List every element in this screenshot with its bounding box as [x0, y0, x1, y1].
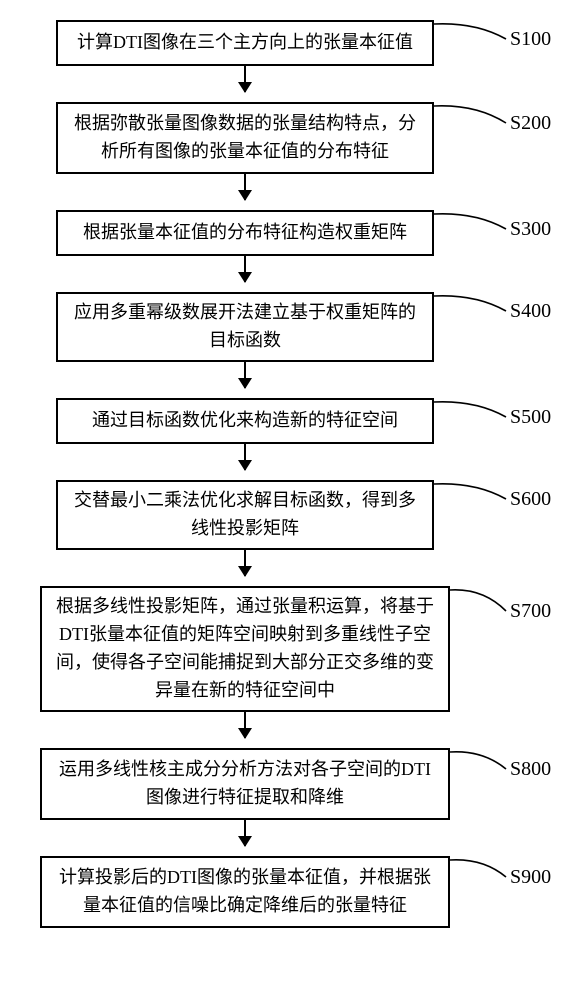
step-label-s700: S700 [510, 600, 551, 623]
arrow-s600-s700 [244, 550, 246, 576]
connector-s700 [450, 584, 510, 623]
connector-s600 [434, 478, 510, 511]
flow-node-text-s300: 根据张量本征值的分布特征构造权重矩阵 [68, 219, 422, 247]
connector-s900 [450, 854, 510, 889]
connector-s300 [434, 208, 510, 241]
connector-s100 [434, 18, 510, 51]
arrow-s500-s600 [244, 444, 246, 470]
step-label-s900: S900 [510, 866, 551, 889]
flowchart-container: 计算DTI图像在三个主方向上的张量本征值 S100 根据弥散张量图像数据的张量结构特… [0, 0, 584, 1000]
flow-node-text-s400: 应用多重幂级数展开法建立基于权重矩阵的目标函数 [68, 299, 422, 355]
flow-node-text-s100: 计算DTI图像在三个主方向上的张量本征值 [68, 29, 422, 57]
step-label-s600: S600 [510, 488, 551, 511]
step-label-s300: S300 [510, 218, 551, 241]
step-label-s500: S500 [510, 406, 551, 429]
flow-node-text-s200: 根据弥散张量图像数据的张量结构特点，分析所有图像的张量本征值的分布特征 [68, 110, 422, 166]
flow-node-text-s500: 通过目标函数优化来构造新的特征空间 [68, 407, 422, 435]
arrow-s800-s900 [244, 820, 246, 846]
arrow-s200-s300 [244, 174, 246, 200]
arrow-s100-s200 [244, 66, 246, 92]
flow-node-s400: 应用多重幂级数展开法建立基于权重矩阵的目标函数 [56, 292, 434, 362]
connector-s400 [434, 290, 510, 323]
connector-s200 [434, 100, 510, 135]
step-label-s400: S400 [510, 300, 551, 323]
flow-node-s600: 交替最小二乘法优化求解目标函数，得到多线性投影矩阵 [56, 480, 434, 550]
connector-s800 [450, 746, 510, 781]
flow-node-text-s700: 根据多线性投影矩阵，通过张量积运算，将基于DTI张量本征值的矩阵空间映射到多重线… [52, 593, 438, 705]
arrow-s400-s500 [244, 362, 246, 388]
step-label-s100: S100 [510, 28, 551, 51]
arrow-s300-s400 [244, 256, 246, 282]
flow-node-text-s800: 运用多线性核主成分分析方法对各子空间的DTI图像进行特征提取和降维 [52, 756, 438, 812]
flow-node-s900: 计算投影后的DTI图像的张量本征值，并根据张量本征值的信噪比确定降维后的张量特征 [40, 856, 450, 928]
flow-node-s700: 根据多线性投影矩阵，通过张量积运算，将基于DTI张量本征值的矩阵空间映射到多重线… [40, 586, 450, 712]
step-label-s200: S200 [510, 112, 551, 135]
arrow-s700-s800 [244, 712, 246, 738]
flow-node-s800: 运用多线性核主成分分析方法对各子空间的DTI图像进行特征提取和降维 [40, 748, 450, 820]
flow-node-s200: 根据弥散张量图像数据的张量结构特点，分析所有图像的张量本征值的分布特征 [56, 102, 434, 174]
flow-node-text-s600: 交替最小二乘法优化求解目标函数，得到多线性投影矩阵 [68, 487, 422, 543]
connector-s500 [434, 396, 510, 429]
flow-node-s100: 计算DTI图像在三个主方向上的张量本征值 [56, 20, 434, 66]
step-label-s800: S800 [510, 758, 551, 781]
flow-node-s300: 根据张量本征值的分布特征构造权重矩阵 [56, 210, 434, 256]
flow-node-text-s900: 计算投影后的DTI图像的张量本征值，并根据张量本征值的信噪比确定降维后的张量特征 [52, 864, 438, 920]
flow-node-s500: 通过目标函数优化来构造新的特征空间 [56, 398, 434, 444]
